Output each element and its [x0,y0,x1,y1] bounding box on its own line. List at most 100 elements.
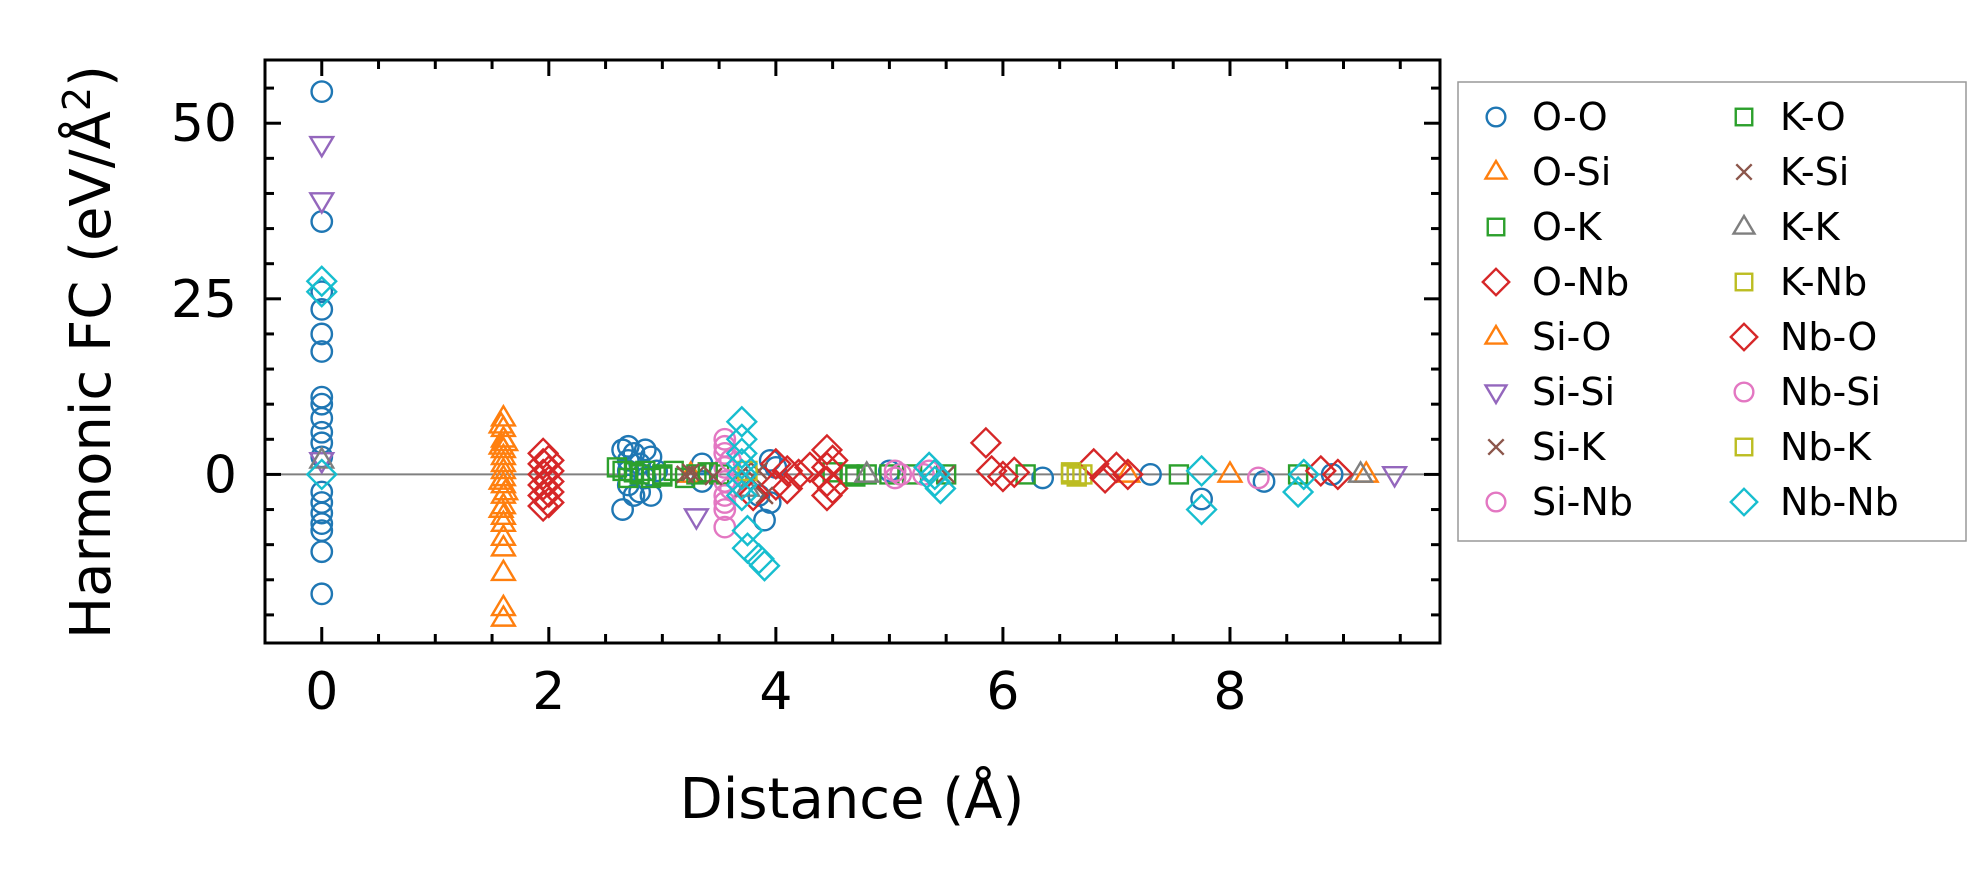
data-point [532,444,565,477]
data-point [310,322,334,346]
data-point [845,466,866,487]
data-point [532,475,565,509]
data-point [682,508,710,531]
data-point [758,448,782,472]
data-point [713,498,737,521]
data-point [308,446,336,469]
data-point [1077,447,1110,480]
legend-item: K-O [1734,95,1846,139]
data-point [310,340,334,363]
axis-tick-labels: 0 2 4 6 8 0 25 50 [171,94,1247,722]
data-point [810,479,844,512]
data-point [308,135,336,159]
data-point [998,456,1031,489]
data-point [1287,458,1320,491]
data-point [652,466,673,487]
y-axis-label-superscript: 2 [55,87,99,111]
data-point [633,438,657,462]
series-nb-nb [305,265,1320,582]
data-point [639,445,663,469]
data-point [1066,466,1087,487]
data-point [879,464,900,485]
data-point [883,466,907,490]
plot-frame [263,58,1442,645]
legend-label: Nb-O [1780,315,1877,359]
data-point [856,464,877,485]
legend-marker [1485,491,1507,513]
data-point [687,465,706,484]
legend-item: Si-Si [1483,370,1615,414]
legend-marker [1483,323,1509,345]
data-point [489,593,517,617]
data-point [725,423,758,456]
legend-item: O-Si [1483,150,1611,194]
legend-item: K-K [1731,205,1841,249]
data-point [883,459,907,483]
data-point [877,459,901,483]
data-point [622,484,646,507]
legend-label: K-O [1780,95,1846,139]
legend-item: Si-K [1487,425,1606,469]
data-point [532,486,565,519]
legend-marker [1486,217,1506,237]
data-point [737,479,770,512]
series-si-o [487,410,515,518]
y-axis-label-close: ) [59,65,124,87]
data-point [1114,460,1142,483]
x-tick-label: 2 [532,662,565,722]
data-point [810,433,844,466]
legend-marker [1734,272,1754,292]
legend-marker [1734,437,1754,457]
data-point [310,420,334,444]
legend-item: Nb-O [1729,315,1877,359]
data-point [305,275,338,308]
x-tick-label: 6 [986,662,1019,722]
data-point [1347,460,1375,483]
series-o-o [310,80,1344,606]
data-point [725,468,758,502]
data-point [725,447,758,480]
data-point [704,467,723,486]
data-point [310,280,334,304]
data-point [1031,466,1055,490]
data-point [1060,462,1082,483]
data-point [733,474,761,497]
data-point [489,604,517,627]
data-point [725,405,758,438]
legend-item: K-Nb [1734,260,1867,304]
data-point [489,523,517,547]
data-point [782,458,815,491]
series-k-k [308,446,1375,497]
data-point [853,460,881,483]
data-point [645,459,669,483]
data-point [1321,458,1354,491]
legend-marker [1733,381,1755,403]
legend-label: O-Si [1532,150,1611,194]
legend-label: O-Nb [1532,260,1629,304]
legend-item: Nb-Nb [1729,480,1899,524]
data-point [1190,487,1213,511]
data-point [308,451,336,475]
data-point [1168,464,1190,485]
data-point [623,462,645,483]
y-tick-label: 0 [204,445,237,505]
x-axis-label: Distance (Å) [680,766,1025,832]
x-tick-label: 8 [1213,662,1246,722]
legend-marker [1481,267,1511,297]
legend-label: Si-Nb [1532,480,1633,524]
data-point [310,392,334,416]
data-point [986,460,1020,493]
data-point [748,549,781,582]
legend-item: Nb-Si [1733,370,1881,414]
legend-label: K-Nb [1780,260,1867,304]
data-point [889,463,913,486]
data-point [310,582,334,606]
legend-label: K-Si [1780,150,1849,194]
legend-item: O-O [1485,95,1608,139]
legend-marker [1485,106,1507,128]
data-point [1216,460,1244,483]
data-point [310,512,334,535]
data-point [489,558,517,582]
data-point [611,438,635,462]
legend-label: Nb-Nb [1780,480,1899,524]
